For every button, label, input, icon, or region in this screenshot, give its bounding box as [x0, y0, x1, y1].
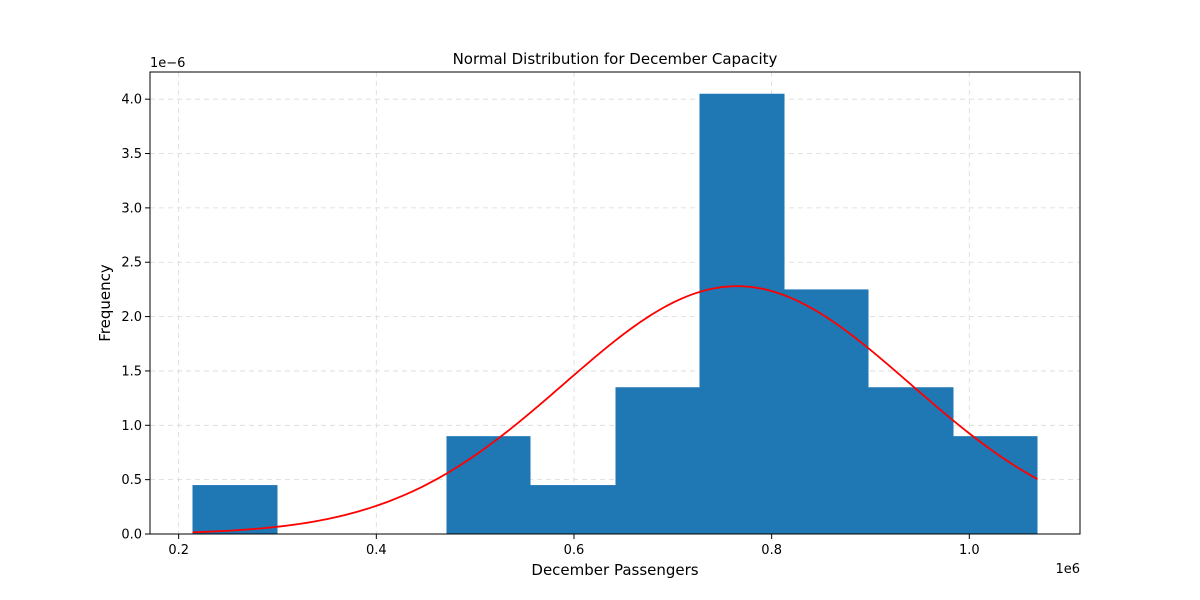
chart-title: Normal Distribution for December Capacit…: [453, 50, 778, 68]
y-tick-label: 0.5: [121, 473, 142, 488]
histogram-bar: [530, 485, 616, 534]
x-tick-label: 0.4: [366, 543, 387, 558]
x-tick-label: 1.0: [959, 543, 980, 558]
y-tick-label: 1.0: [121, 419, 142, 434]
normal-curve-line: [192, 285, 1038, 534]
plot-frame: [149, 71, 1081, 535]
y-offset-label: 1e−6: [150, 56, 185, 71]
histogram-bar: [953, 436, 1038, 534]
y-tick-label: 1.5: [121, 364, 142, 379]
y-tick-label: 2.0: [121, 310, 142, 325]
bars-layer: [192, 93, 1038, 534]
curve-layer: [192, 285, 1038, 534]
x-tick-label: 0.2: [168, 543, 189, 558]
y-axis-label: Frequency: [96, 264, 114, 342]
x-tick-label: 0.6: [564, 543, 585, 558]
histogram-bar: [615, 387, 700, 534]
x-tick-label: 0.8: [761, 543, 782, 558]
histogram-bar: [784, 289, 869, 534]
y-tick-label: 3.5: [121, 147, 142, 162]
x-offset-label: 1e6: [1055, 562, 1080, 577]
histogram-bar: [699, 93, 785, 534]
ticks-layer: 0.2 0.4 0.6 0.8 1.0 0.0 0.5 1.0 1.5 2.0 2.5 3.0 3.5 4…: [121, 93, 979, 558]
y-tick-label: 0.0: [121, 528, 142, 543]
histogram-bar: [446, 436, 531, 534]
y-tick-label: 2.5: [121, 256, 142, 271]
y-tick-label: 3.0: [121, 201, 142, 216]
histogram-bar: [192, 485, 278, 534]
x-axis-label: December Passengers: [531, 561, 698, 579]
y-tick-label: 4.0: [121, 93, 142, 108]
histogram-bar: [868, 387, 954, 534]
